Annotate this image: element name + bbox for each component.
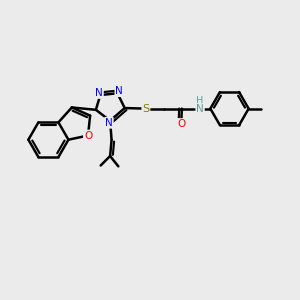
Text: N: N	[116, 86, 123, 96]
Text: N: N	[105, 118, 113, 128]
Text: N: N	[95, 88, 103, 98]
Text: O: O	[177, 119, 185, 129]
Text: S: S	[142, 103, 149, 114]
Text: H: H	[196, 103, 204, 114]
Text: O: O	[84, 130, 92, 140]
Text: N: N	[196, 103, 204, 114]
Text: H: H	[196, 96, 203, 106]
